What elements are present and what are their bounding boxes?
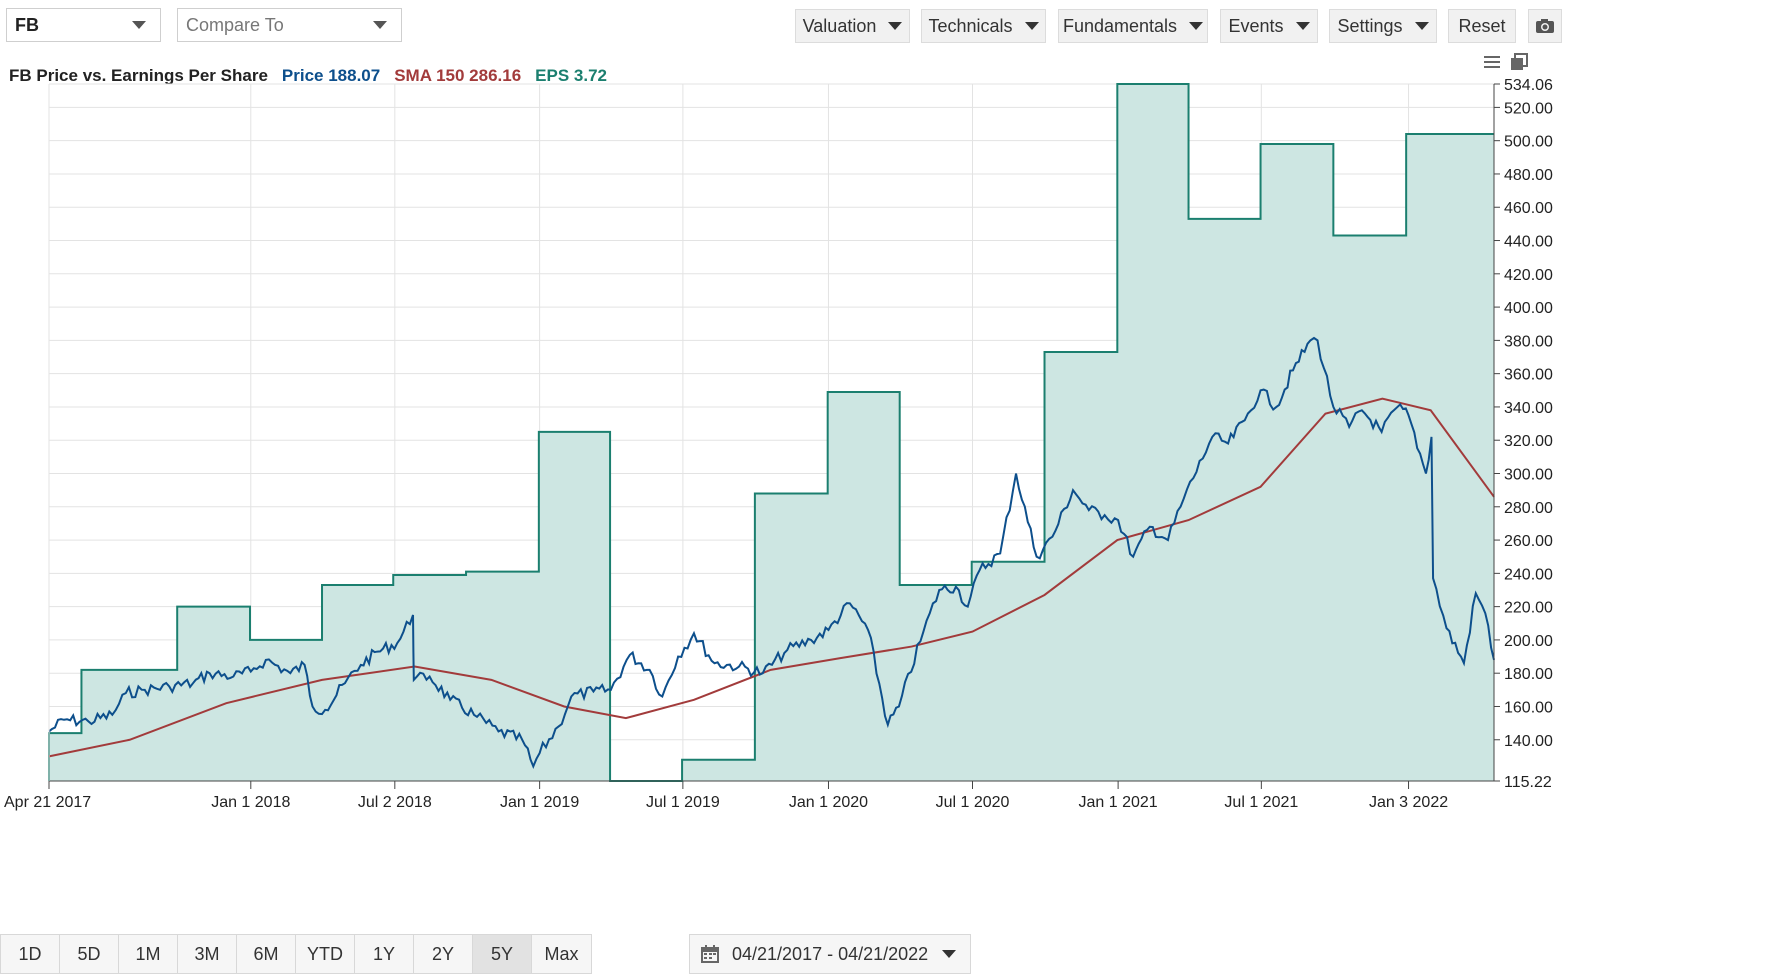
y-tick-label: 420.00 [1504, 267, 1553, 284]
chart-title: FB Price vs. Earnings Per Share [9, 66, 268, 85]
x-tick-label: Jul 1 2021 [1224, 794, 1298, 811]
eps-line [48, 83, 1494, 782]
y-tick-label: 320.00 [1504, 433, 1553, 450]
camera-button[interactable] [1528, 9, 1562, 43]
camera-icon [1536, 19, 1554, 33]
y-tick-label: 115.22 [1504, 774, 1552, 791]
range-3m-button[interactable]: 3M [178, 935, 237, 973]
fundamentals-button[interactable]: Fundamentals [1058, 9, 1208, 43]
range-max-button[interactable]: Max [532, 935, 591, 973]
y-tick-label: 160.00 [1504, 699, 1553, 716]
x-tick-label: Apr 21 2017 [4, 794, 91, 811]
chevron-down-icon [1189, 22, 1204, 30]
x-tick-label: Jul 1 2020 [936, 794, 1010, 811]
eps-area [49, 84, 1494, 781]
y-tick-label: 480.00 [1504, 167, 1553, 184]
technicals-button[interactable]: Technicals [921, 9, 1046, 43]
range-6m-button[interactable]: 6M [237, 935, 296, 973]
symbol-value: FB [15, 14, 39, 35]
y-tick-label: 180.00 [1504, 666, 1553, 683]
y-tick-label: 500.00 [1504, 134, 1553, 151]
symbol-select[interactable]: FB [6, 8, 161, 42]
date-range-picker[interactable]: 04/21/2017 - 04/21/2022 [689, 934, 971, 974]
range-1d-button[interactable]: 1D [1, 935, 60, 973]
x-tick-label: Jan 1 2021 [1079, 794, 1158, 811]
price-eps-chart[interactable]: Apr 21 2017 Jan 1 2018 Jul 2 2018 Jan 1 201… [0, 76, 1600, 821]
reset-label: Reset [1458, 15, 1506, 36]
y-tick-label: 380.00 [1504, 333, 1553, 350]
date-range-label: 04/21/2017 - 04/21/2022 [732, 943, 929, 964]
y-tick-label: 200.00 [1504, 633, 1553, 650]
chart-legend: FB Price vs. Earnings Per Share Price 18… [9, 66, 607, 86]
compare-input[interactable]: Compare To [177, 8, 402, 42]
y-tick-label: 140.00 [1504, 733, 1553, 750]
range-2y-button[interactable]: 2Y [414, 935, 473, 973]
legend-eps: EPS 3.72 [535, 66, 607, 85]
range-1m-button[interactable]: 1M [119, 935, 178, 973]
y-tick-label: 220.00 [1504, 600, 1553, 617]
calendar-icon [701, 945, 719, 963]
range-1y-button[interactable]: 1Y [355, 935, 414, 973]
settings-button[interactable]: Settings [1329, 9, 1437, 43]
y-tick-label: 440.00 [1504, 234, 1553, 251]
chevron-down-icon [942, 950, 957, 958]
events-button[interactable]: Events [1220, 9, 1318, 43]
chevron-down-icon [1024, 22, 1039, 30]
x-tick-label: Jan 1 2020 [789, 794, 868, 811]
y-tick-label: 400.00 [1504, 300, 1553, 317]
fundamentals-label: Fundamentals [1062, 15, 1178, 36]
y-tick-label: 460.00 [1504, 200, 1553, 217]
legend-sma: SMA 150 286.16 [394, 66, 522, 85]
copy-icon[interactable] [1510, 53, 1528, 71]
x-tick-label: Jan 3 2022 [1369, 794, 1448, 811]
legend-price: Price 188.07 [281, 66, 381, 85]
y-tick-label: 534.06 [1504, 77, 1553, 94]
y-tick-label: 340.00 [1504, 400, 1553, 417]
range-selector: 1D 5D 1M 3M 6M YTD 1Y 2Y 5Y Max [0, 934, 592, 974]
y-tick-label: 520.00 [1504, 100, 1553, 117]
reset-button[interactable]: Reset [1448, 9, 1516, 43]
range-ytd-button[interactable]: YTD [296, 935, 355, 973]
chevron-down-icon [1295, 22, 1310, 30]
x-tick-label: Jan 1 2018 [211, 794, 290, 811]
valuation-button[interactable]: Valuation [795, 9, 910, 43]
y-tick-label: 260.00 [1504, 533, 1553, 550]
range-5y-button[interactable]: 5Y [473, 935, 532, 973]
chevron-down-icon [132, 21, 146, 29]
price-line [48, 336, 1495, 770]
chevron-down-icon [373, 21, 387, 29]
x-tick-label: Jan 1 2019 [500, 794, 579, 811]
x-tick-label: Jul 1 2019 [646, 794, 720, 811]
chevron-down-icon [888, 22, 903, 30]
compare-placeholder: Compare To [186, 14, 284, 35]
y-tick-label: 240.00 [1504, 566, 1553, 583]
y-tick-label: 300.00 [1504, 467, 1553, 484]
valuation-label: Valuation [802, 15, 877, 36]
chevron-down-icon [1414, 22, 1429, 30]
settings-label: Settings [1337, 15, 1403, 36]
events-label: Events [1228, 15, 1284, 36]
x-tick-label: Jul 2 2018 [358, 794, 432, 811]
sma-line [48, 397, 1495, 758]
y-tick-label: 360.00 [1504, 367, 1553, 384]
technicals-label: Technicals [928, 15, 1013, 36]
y-tick-label: 280.00 [1504, 500, 1553, 517]
menu-icon[interactable] [1484, 54, 1500, 70]
range-5d-button[interactable]: 5D [60, 935, 119, 973]
